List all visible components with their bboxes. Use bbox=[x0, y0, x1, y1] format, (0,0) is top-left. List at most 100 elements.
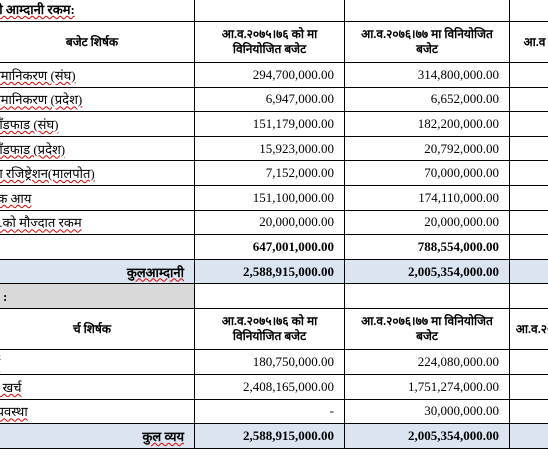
value-cell: 15,923,000.00 bbox=[195, 136, 345, 162]
cell-text: आ.व.२०७६।७७ मा विनियोजित बजेट bbox=[361, 27, 493, 56]
cell-text: - bbox=[329, 403, 334, 419]
total-cell: 2,588,915,000.00 bbox=[195, 424, 345, 449]
value-cell: 2,408,165,000.00 bbox=[195, 375, 345, 400]
cell-text: बजेट शिर्षक bbox=[65, 34, 119, 49]
cell-text: आ.व.२०७५।७६ को मा विनियोजित बजेट bbox=[221, 314, 318, 344]
value-cell: 6,947,000.00 bbox=[195, 87, 345, 113]
row-label: र्च bbox=[0, 350, 195, 375]
cell-text: आ.व.२०७५।७६ को मा विनियोजित बजेट bbox=[221, 27, 318, 56]
cell-text: 151,100,000.00 bbox=[252, 189, 334, 205]
blank-cell bbox=[510, 161, 548, 186]
header-cell: आ.व.२०७६।७७ मा विनियोजित बजेट bbox=[345, 309, 510, 351]
total-label: कुलआम्दानी bbox=[0, 259, 195, 285]
section-title: ं : bbox=[0, 284, 195, 310]
cell-text: 788,554,000.00 bbox=[417, 238, 499, 254]
header-cell: आ.व.२०७६।७७ मा विनियोजित बजेट bbox=[345, 22, 510, 63]
header-cell: आ.व.२०७५।७६ को मा विनियोजित बजेट bbox=[195, 22, 345, 63]
blank-cell bbox=[510, 259, 548, 285]
value-cell: 174,110,000.00 bbox=[345, 186, 510, 211]
cell-text: र्च शिर्षक bbox=[72, 321, 112, 336]
total-cell: 2,588,915,000.00 bbox=[195, 259, 345, 285]
row-label: समानिकरण (संघ) bbox=[0, 63, 195, 88]
row-label: व.को मौज्दात रकम bbox=[0, 210, 195, 236]
value-cell: 151,100,000.00 bbox=[195, 186, 345, 211]
blank-cell bbox=[510, 211, 548, 236]
value-cell: 7,152,000.00 bbox=[195, 161, 345, 186]
value-cell: 294,700,000.00 bbox=[195, 63, 345, 88]
cell-text: 2,588,915,000.00 bbox=[243, 427, 334, 443]
header-cell: र्च शिर्षक bbox=[0, 309, 195, 351]
blank-cell bbox=[510, 350, 548, 375]
section-title: नी आम्दानी रकम: bbox=[0, 0, 195, 22]
cell-text: आ.व.२०७६।७७ मा विनियोजित बजेट bbox=[361, 314, 493, 344]
value-cell: 20,792,000.00 bbox=[345, 136, 510, 162]
cell-text: 6,652,000.00 bbox=[430, 91, 499, 107]
cell-text: 20,792,000.00 bbox=[424, 140, 499, 156]
header-cell: आ.व.२०७५।७६ को मा विनियोजित बजेट bbox=[195, 309, 345, 351]
blank-cell bbox=[510, 88, 548, 113]
cell-text: त खर्च bbox=[0, 379, 22, 395]
cell-text: 2,408,165,000.00 bbox=[243, 378, 334, 394]
row-label: बाँडफाड (प्रदेश) bbox=[0, 136, 195, 162]
row-label: व्यवस्था bbox=[0, 399, 195, 425]
cell-text: कुलआम्दानी bbox=[126, 264, 184, 280]
header-cell: आ.व bbox=[510, 22, 548, 63]
total-cell: 2,005,354,000.00 bbox=[345, 424, 510, 449]
blank-cell bbox=[345, 284, 510, 310]
row-label: बाँडफाड (संघ) bbox=[0, 112, 195, 137]
cell-text: 7,152,000.00 bbox=[265, 165, 334, 181]
cell-text: ं : bbox=[0, 289, 8, 305]
header-cell: बजेट शिर्षक bbox=[0, 22, 195, 63]
value-cell: 314,800,000.00 bbox=[345, 63, 510, 88]
blank-cell bbox=[510, 63, 548, 88]
blank-cell bbox=[510, 400, 548, 425]
subtotal-cell: 788,554,000.00 bbox=[345, 235, 510, 260]
blank-cell bbox=[510, 375, 548, 400]
blank-cell bbox=[195, 0, 345, 22]
cell-text: 30,000,000.00 bbox=[424, 403, 499, 419]
cell-text: 6,947,000.00 bbox=[265, 91, 334, 107]
cell-text: 1,751,274,000.00 bbox=[408, 378, 499, 394]
cell-text: कुल व्यय bbox=[142, 428, 184, 444]
value-cell: 151,179,000.00 bbox=[195, 112, 345, 137]
cell-text: 20,000,000.00 bbox=[424, 214, 499, 230]
total-label: कुल व्यय bbox=[0, 424, 195, 449]
cell-text: आ.व bbox=[523, 34, 546, 49]
row-label: त खर्च bbox=[0, 375, 195, 400]
cell-text: 20,000,000.00 bbox=[259, 214, 334, 230]
blank-cell bbox=[510, 284, 548, 310]
cell-text: 15,923,000.00 bbox=[259, 140, 334, 156]
total-cell: 2,005,354,000.00 bbox=[345, 259, 510, 285]
cell-text: गा रजिष्ट्रेशन(मालपोत) bbox=[0, 166, 95, 182]
value-cell: 182,200,000.00 bbox=[345, 112, 510, 137]
blank-cell bbox=[510, 137, 548, 162]
cell-text: 70,000,000.00 bbox=[424, 165, 499, 181]
blank-cell bbox=[510, 112, 548, 137]
cell-text: 314,800,000.00 bbox=[417, 66, 499, 82]
blank-cell bbox=[510, 235, 548, 260]
cell-text: 2,588,915,000.00 bbox=[243, 263, 334, 279]
cell-text: 2,005,354,000.00 bbox=[408, 427, 499, 443]
cell-text: 224,080,000.00 bbox=[417, 354, 499, 370]
blank-cell bbox=[0, 235, 195, 260]
value-cell: 1,751,274,000.00 bbox=[345, 375, 510, 400]
value-cell: 30,000,000.00 bbox=[345, 399, 510, 425]
value-cell: 70,000,000.00 bbox=[345, 161, 510, 186]
cell-text: 180,750,000.00 bbox=[252, 354, 334, 370]
row-label: रक आय bbox=[0, 186, 195, 211]
row-label: समानिकरण (प्रदेश) bbox=[0, 87, 195, 113]
cell-text: नी आम्दानी रकम: bbox=[0, 2, 75, 17]
header-cell: आ.व.२० bbox=[510, 309, 548, 351]
blank-cell bbox=[510, 424, 548, 449]
blank-cell bbox=[510, 0, 548, 22]
cell-text: 174,110,000.00 bbox=[418, 189, 499, 205]
cell-text: रक आय bbox=[0, 190, 32, 206]
row-label: गा रजिष्ट्रेशन(मालपोत) bbox=[0, 161, 195, 186]
cell-text: बाँडफाड (संघ) bbox=[0, 116, 59, 132]
blank-cell bbox=[195, 284, 345, 310]
cell-text: आ.व.२० bbox=[515, 321, 548, 336]
blank-cell bbox=[345, 0, 510, 22]
value-cell: 20,000,000.00 bbox=[195, 210, 345, 236]
value-cell: - bbox=[195, 399, 345, 425]
